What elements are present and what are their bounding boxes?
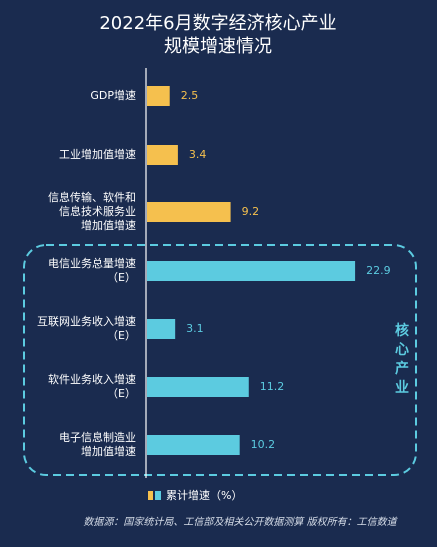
legend-swatch-core <box>155 491 161 500</box>
category-label: 电子信息制造业 <box>59 430 136 444</box>
bar-value-label: 2.5 <box>181 89 199 102</box>
bar <box>147 319 176 339</box>
group-box-label-char: 产 <box>395 360 409 377</box>
bar-value-label: 3.4 <box>189 148 207 161</box>
bar <box>147 202 231 222</box>
bar <box>147 261 356 281</box>
category-label: （E） <box>107 271 136 284</box>
group-box-label-char: 心 <box>395 342 409 358</box>
bar-value-label: 3.1 <box>186 322 204 335</box>
category-label: （E） <box>107 387 136 400</box>
bar <box>147 435 240 455</box>
bar <box>147 145 178 165</box>
category-label: 互联网业务收入增速 <box>37 314 136 328</box>
category-label: 工业增加值增速 <box>59 147 136 161</box>
bar-value-label: 10.2 <box>251 438 276 451</box>
source-note: 数据源：国家统计局、工信部及相关公开数据测算 版权所有：工信数道 <box>83 516 398 528</box>
chart-title-line: 规模增速情况 <box>164 36 272 57</box>
category-label: 电信业务总量增速 <box>48 256 136 270</box>
group-box-label-char: 核 <box>395 322 409 339</box>
category-label: 信息传输、软件和 <box>48 190 136 204</box>
category-label: 增加值增速 <box>81 444 136 458</box>
chart-title-line: 2022年6月数字经济核心产业 <box>99 13 336 34</box>
legend-label: 累计增速（%） <box>166 488 242 502</box>
bar-value-label: 22.9 <box>366 264 391 277</box>
bar <box>147 377 249 397</box>
category-label: （E） <box>107 329 136 342</box>
bar-value-label: 11.2 <box>260 380 285 393</box>
legend-swatch-macro <box>148 491 153 500</box>
category-label: 软件业务收入增速 <box>48 372 136 386</box>
core-industry-group-box <box>23 244 417 476</box>
category-label: 信息技术服务业 <box>59 204 136 218</box>
group-box-label-char: 业 <box>395 380 409 396</box>
bar-value-label: 9.2 <box>242 205 260 218</box>
bar <box>147 86 170 106</box>
category-label: GDP增速 <box>90 88 136 102</box>
category-label: 增加值增速 <box>81 218 136 232</box>
